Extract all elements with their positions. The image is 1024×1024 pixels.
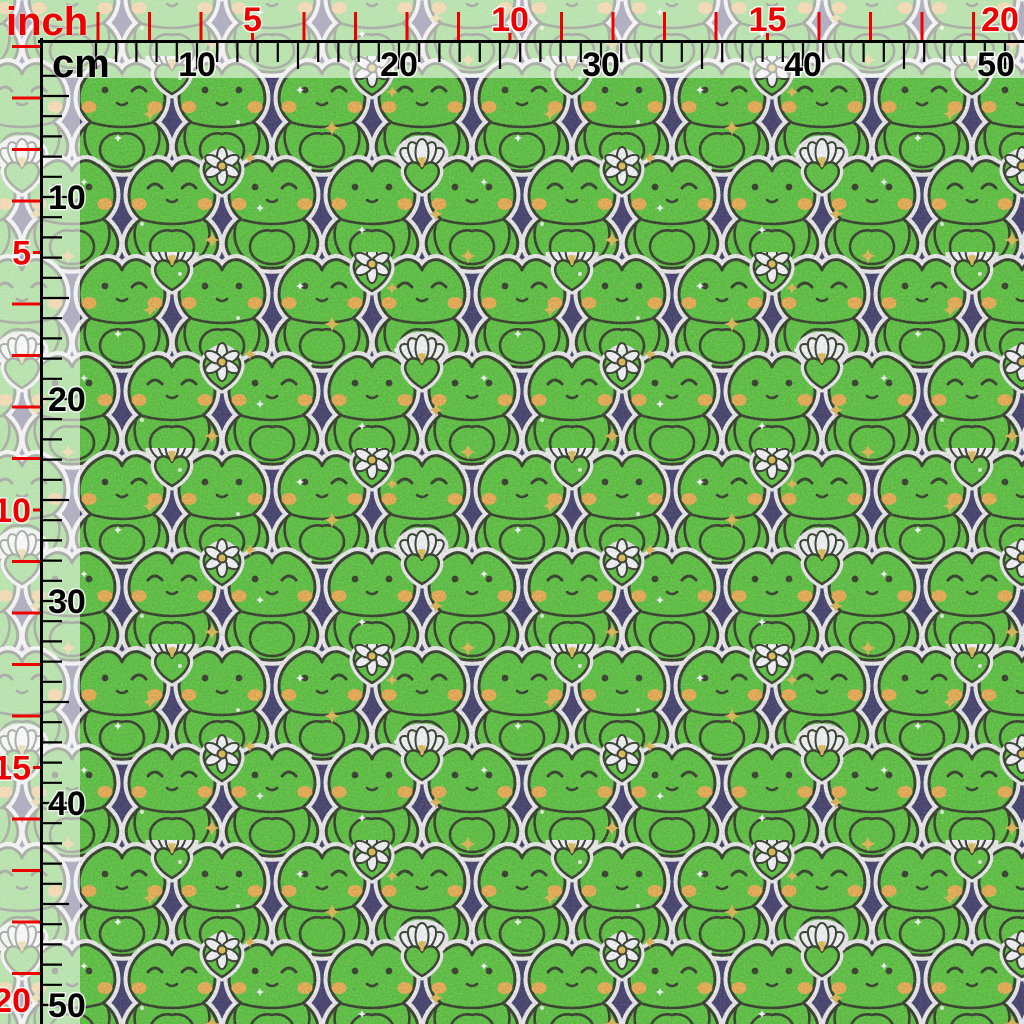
cm-label-left-20: 20 bbox=[48, 381, 86, 419]
cm-label-top-10: 10 bbox=[178, 46, 216, 84]
ruler-horizontal: 10 20 30 40 50 5 10 15 20 bbox=[38, 0, 1024, 86]
cm-label-left-40: 40 bbox=[48, 785, 86, 823]
inch-label-top-15: 15 bbox=[749, 1, 787, 39]
cm-label-top-40: 40 bbox=[784, 46, 822, 84]
cm-label-left-50: 50 bbox=[48, 987, 86, 1024]
cm-label-left-30: 30 bbox=[48, 583, 86, 621]
inch-label-top-10: 10 bbox=[491, 1, 529, 39]
inch-unit-label: inch bbox=[6, 0, 89, 44]
ruler-backdrop-top bbox=[0, 0, 1024, 78]
cm-label-top-30: 30 bbox=[582, 46, 620, 84]
inch-label-left-5: 5 bbox=[12, 235, 31, 273]
inch-label-left-10: 10 bbox=[0, 492, 31, 530]
inch-label-top-20: 20 bbox=[981, 1, 1019, 39]
inch-label-top-5: 5 bbox=[243, 1, 262, 39]
cm-unit-label: cm bbox=[52, 42, 110, 86]
cm-label-top-50: 50 bbox=[977, 46, 1015, 84]
inch-label-left-20: 20 bbox=[0, 982, 31, 1020]
inch-label-left-15: 15 bbox=[0, 750, 31, 788]
cm-label-top-20: 20 bbox=[380, 46, 418, 84]
ruler-vertical: 10 20 30 40 50 5 10 15 20 bbox=[0, 38, 87, 1024]
cm-label-left-10: 10 bbox=[48, 179, 86, 217]
